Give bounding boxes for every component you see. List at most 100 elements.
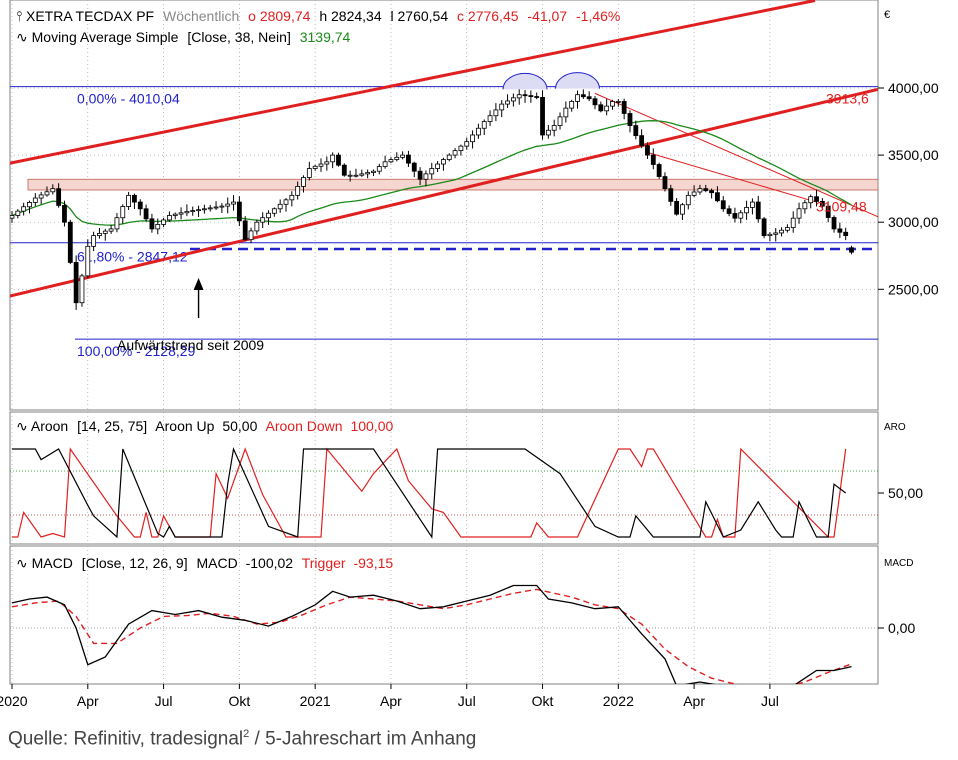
candle-body bbox=[97, 232, 102, 237]
double-top-arc bbox=[502, 72, 548, 90]
candle-body bbox=[534, 96, 540, 98]
macd-header: ∿ MACD [Close, 12, 26, 9] MACD -100,02 T… bbox=[16, 555, 393, 571]
axes: 2020 Apr Jul Okt 2021 Apr Jul Okt 2022 Apr Jul 2500… bbox=[0, 80, 939, 709]
candle-body bbox=[126, 194, 131, 207]
caption-prefix: Quelle: Refinitiv, tradesignal bbox=[8, 728, 244, 750]
candle-body bbox=[260, 217, 266, 223]
candle-body bbox=[196, 209, 201, 212]
y-tick-label: 2500,00 bbox=[888, 281, 939, 297]
candle-body bbox=[458, 145, 464, 152]
low-value: l 2760,54 bbox=[391, 8, 449, 24]
macd-label: MACD bbox=[196, 555, 237, 571]
aroon-down-value: 100,00 bbox=[350, 418, 393, 434]
price-header: ⫯ XETRA TECDAX PF Wöchentlich o 2809,74 … bbox=[16, 8, 620, 24]
aroon-header: ∿ Aroon [14, 25, 75] Aroon Up 50,00 Aroo… bbox=[16, 418, 393, 434]
candle-body bbox=[575, 94, 580, 102]
candle-body bbox=[388, 159, 394, 163]
trigger-label: Trigger bbox=[302, 555, 346, 571]
candle-body bbox=[528, 95, 534, 98]
candle-body bbox=[639, 135, 645, 147]
candle-body bbox=[732, 213, 738, 219]
resistance-zone bbox=[27, 178, 878, 191]
candle-body bbox=[219, 205, 225, 208]
x-tick-label: Apr bbox=[380, 693, 402, 709]
candle-body bbox=[831, 217, 837, 230]
candle-body bbox=[341, 164, 347, 176]
candle-body bbox=[522, 94, 528, 97]
candle-body bbox=[691, 191, 697, 196]
aroon-down-label: Aroon Down bbox=[266, 418, 343, 434]
candle-body bbox=[318, 163, 324, 167]
macd-plot bbox=[10, 584, 878, 684]
candle-body bbox=[825, 205, 831, 218]
y-tick-label: 3500,00 bbox=[888, 147, 939, 163]
change-value: -41,07 bbox=[527, 8, 567, 24]
macd-line bbox=[11, 584, 852, 684]
aroon-params: [14, 25, 75] bbox=[77, 418, 147, 434]
candle-body bbox=[446, 154, 452, 160]
candle-body bbox=[417, 170, 423, 180]
candle-body bbox=[248, 230, 254, 241]
candle-body bbox=[604, 105, 610, 112]
candle-body bbox=[32, 197, 38, 203]
trigger-line bbox=[11, 588, 852, 684]
candle-body bbox=[190, 210, 196, 212]
channel-value-label: 3913,6 bbox=[826, 91, 869, 107]
double-top-arc bbox=[555, 72, 601, 89]
candle-body bbox=[744, 207, 749, 214]
candle-body bbox=[499, 103, 505, 111]
candle-body bbox=[120, 206, 126, 219]
x-tick-label: 2021 bbox=[300, 693, 331, 709]
candle-body bbox=[225, 203, 231, 207]
candle-body bbox=[10, 215, 15, 219]
candle-body bbox=[435, 163, 440, 169]
trend-arrow-head bbox=[193, 278, 204, 290]
candle-body bbox=[271, 208, 277, 214]
candle-body bbox=[750, 201, 755, 208]
sma-header: ∿ Moving Average Simple [Close, 38, Nein… bbox=[16, 29, 351, 45]
candle-body bbox=[400, 154, 406, 158]
currency-label: € bbox=[884, 9, 890, 21]
candle-body bbox=[610, 101, 615, 107]
candle-body bbox=[289, 194, 295, 201]
x-tick-label: Okt bbox=[532, 693, 554, 709]
macd-params: [Close, 12, 26, 9] bbox=[82, 555, 188, 571]
candle-body bbox=[668, 188, 674, 202]
y-tick-label: 3000,00 bbox=[888, 214, 939, 230]
candle-body bbox=[615, 101, 621, 103]
candle-body bbox=[38, 194, 44, 199]
candle-body bbox=[15, 210, 21, 216]
candle-body bbox=[487, 115, 493, 122]
aroon-up-label: Aroon Up bbox=[155, 418, 214, 434]
candle-body bbox=[784, 227, 790, 231]
candle-body bbox=[703, 188, 709, 192]
grid-lines bbox=[10, 0, 878, 684]
x-tick-label: Jul bbox=[155, 693, 173, 709]
instrument-name: XETRA TECDAX PF bbox=[26, 8, 154, 24]
candle-body bbox=[586, 96, 592, 100]
candle-body bbox=[108, 228, 114, 232]
x-tick-label: Okt bbox=[228, 693, 250, 709]
macd-wave-icon: ∿ bbox=[16, 555, 28, 571]
candle-body bbox=[470, 134, 475, 143]
candle-body bbox=[802, 202, 808, 210]
price-panel bbox=[9, 0, 879, 411]
candle-body bbox=[353, 174, 359, 177]
trend-text-label: Aufwärtstrend seit 2009 bbox=[117, 337, 264, 353]
candle-body bbox=[726, 208, 732, 214]
caption-suffix: / 5-Jahreschart im Anhang bbox=[249, 728, 477, 750]
candle-body bbox=[505, 100, 510, 105]
sma-name: Moving Average Simple bbox=[32, 29, 179, 45]
candle-body bbox=[441, 159, 446, 165]
aroon-plot bbox=[10, 446, 878, 539]
downtrend-line-1 bbox=[594, 92, 878, 218]
macd-value: -100,02 bbox=[246, 555, 294, 571]
candle-body bbox=[808, 196, 814, 204]
candle-body bbox=[423, 173, 429, 180]
candle-body bbox=[382, 161, 388, 167]
candle-body bbox=[44, 191, 50, 196]
candle-body bbox=[680, 204, 685, 215]
downtrend-line-2 bbox=[647, 151, 817, 203]
